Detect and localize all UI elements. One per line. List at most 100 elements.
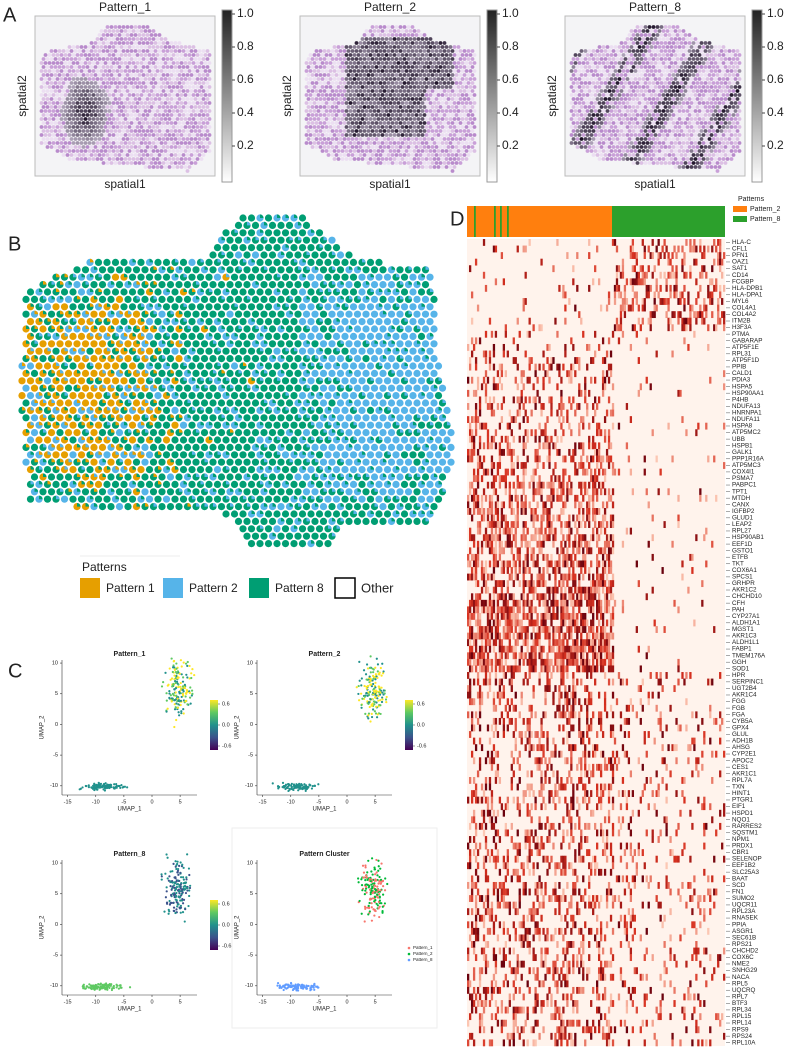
spot — [640, 145, 644, 149]
spot — [646, 125, 650, 129]
spot-share — [179, 266, 183, 270]
spot — [154, 105, 158, 109]
spot — [716, 153, 720, 157]
spot — [206, 89, 210, 93]
spot — [660, 153, 664, 157]
spot — [54, 121, 58, 125]
spot — [114, 137, 118, 141]
spot — [704, 57, 708, 61]
spot — [592, 81, 596, 85]
spot — [110, 129, 114, 133]
spot — [453, 149, 457, 153]
spot — [722, 125, 726, 129]
spot — [614, 101, 618, 105]
spot — [96, 69, 100, 73]
spot-share — [388, 333, 392, 337]
spot-share — [294, 259, 298, 263]
spot — [46, 145, 50, 149]
spot — [443, 73, 447, 77]
spot — [66, 113, 70, 117]
spot — [208, 85, 212, 89]
spot-share — [409, 266, 413, 270]
spot — [313, 141, 317, 145]
spot — [299, 348, 306, 355]
spot — [439, 129, 443, 133]
spot-share — [286, 214, 290, 218]
spot — [640, 73, 644, 77]
spot — [674, 29, 678, 33]
spot — [96, 157, 100, 161]
spot — [132, 69, 136, 73]
spot — [379, 266, 386, 273]
spot — [321, 141, 325, 145]
spot — [654, 101, 658, 105]
spot — [130, 161, 134, 165]
spot — [435, 121, 439, 125]
spot — [463, 129, 467, 133]
spot — [467, 113, 471, 117]
spot — [361, 85, 365, 89]
spot — [690, 157, 694, 161]
spot — [98, 65, 102, 69]
spot — [666, 93, 670, 97]
spot — [313, 133, 317, 137]
spot — [688, 161, 692, 165]
spot — [168, 93, 172, 97]
spot — [672, 49, 676, 53]
spot — [714, 77, 718, 81]
spot — [722, 45, 726, 49]
spot — [102, 49, 106, 53]
spot — [419, 65, 423, 69]
spot — [399, 161, 403, 165]
spot — [726, 133, 730, 137]
spot — [738, 101, 742, 105]
spot — [64, 125, 68, 129]
spot — [54, 81, 58, 85]
spot — [303, 311, 310, 318]
spot — [323, 145, 327, 149]
spot — [367, 348, 374, 355]
spot — [602, 157, 606, 161]
spot — [309, 61, 313, 65]
spot — [323, 137, 327, 141]
spot — [107, 296, 114, 303]
spot-share — [281, 325, 285, 329]
spot — [718, 125, 722, 129]
spot — [186, 113, 190, 117]
spot — [209, 281, 216, 288]
spot — [377, 149, 381, 153]
spot — [652, 89, 656, 93]
colorbar-tick-label: 0.8 — [237, 39, 254, 53]
spot-share — [158, 348, 162, 352]
spot — [445, 165, 449, 169]
spot — [126, 89, 130, 93]
spot — [226, 281, 233, 288]
spot — [431, 49, 435, 53]
spot — [463, 89, 467, 93]
spot — [680, 105, 684, 109]
spot — [339, 153, 343, 157]
spot — [469, 53, 473, 57]
spot — [696, 145, 700, 149]
spot — [142, 41, 146, 45]
spot — [734, 53, 738, 57]
spot — [437, 45, 441, 49]
spot — [612, 137, 616, 141]
spot — [670, 61, 674, 65]
spot — [584, 49, 588, 53]
spot-share — [171, 340, 175, 344]
spot — [574, 85, 578, 89]
spot-share — [222, 296, 226, 300]
spot — [78, 145, 82, 149]
spot — [180, 101, 184, 105]
spot-share — [94, 325, 98, 329]
spot — [164, 53, 168, 57]
spot — [176, 93, 180, 97]
spot — [596, 121, 600, 125]
spot — [692, 97, 696, 101]
spot — [208, 77, 212, 81]
spot — [618, 77, 622, 81]
spot — [82, 137, 86, 141]
spot — [361, 37, 365, 41]
spot — [606, 157, 610, 161]
